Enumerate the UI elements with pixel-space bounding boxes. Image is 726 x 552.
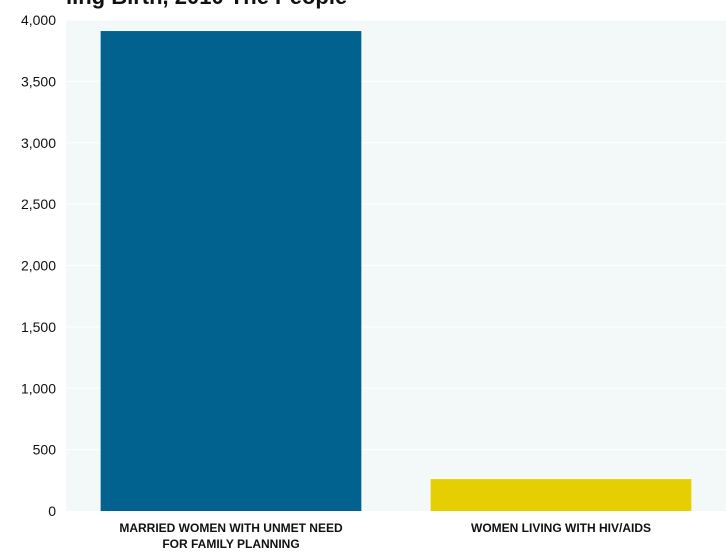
y-tick-label: 1,500 [21,319,56,335]
y-tick-label: 1,000 [21,380,56,396]
x-tick-label: MARRIED WOMEN WITH UNMET NEED [119,521,343,535]
x-tick-label: WOMEN LIVING WITH HIV/AIDS [471,521,651,535]
x-tick-label: FOR FAMILY PLANNING [162,537,299,551]
chart-title: ling Birth, 2010 The People [66,0,347,8]
y-tick-label: 500 [33,442,57,458]
y-tick-label: 2,500 [21,196,56,212]
y-tick-label: 0 [48,503,56,519]
y-tick-label: 3,500 [21,73,56,89]
bar [100,31,362,512]
y-tick-label: 2,000 [21,258,56,274]
bar [430,479,692,511]
y-tick-label: 3,000 [21,135,56,151]
y-tick-label: 4,000 [21,12,56,28]
